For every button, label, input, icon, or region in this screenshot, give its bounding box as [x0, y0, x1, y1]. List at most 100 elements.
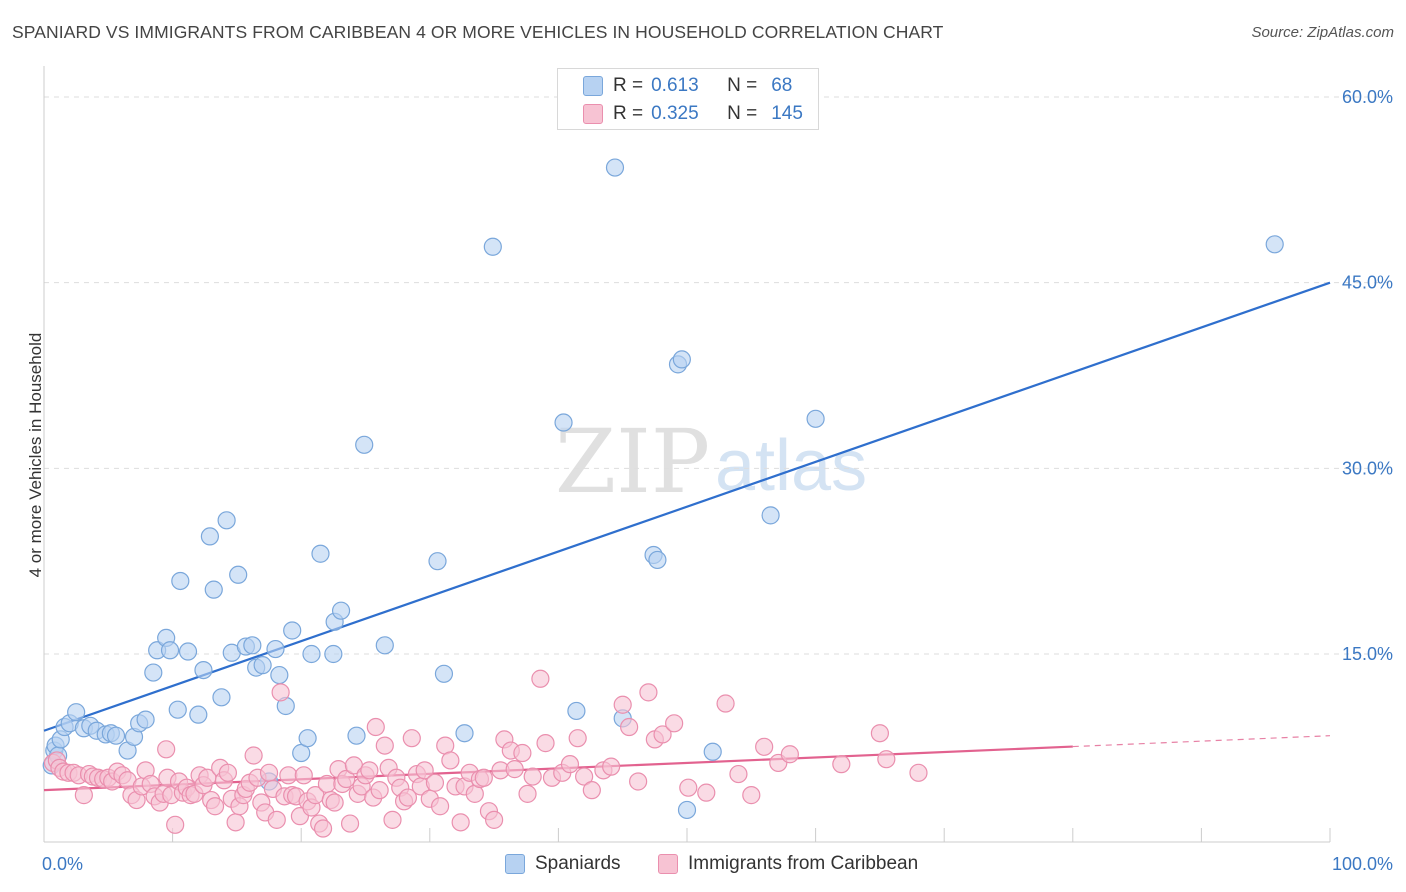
data-point	[160, 641, 180, 660]
data-point	[568, 729, 587, 748]
data-point	[742, 786, 761, 805]
data-point	[648, 550, 667, 570]
legend-r-value: 0.613	[651, 75, 699, 96]
legend-row-caribbean: R = 0.325 N = 145	[558, 101, 803, 127]
data-point	[505, 760, 524, 779]
data-point	[317, 774, 337, 794]
data-point	[716, 694, 735, 713]
data-point	[780, 745, 799, 764]
legend-r-value: 0.325	[651, 103, 699, 124]
data-point	[639, 683, 658, 702]
legend-item-spaniards: Spaniards	[505, 852, 621, 876]
data-point	[560, 755, 580, 774]
watermark: ZIP atlas	[555, 410, 867, 513]
data-point	[366, 717, 385, 737]
data-point	[200, 527, 219, 546]
data-point	[324, 644, 343, 664]
data-point	[575, 767, 594, 786]
legend-row-spaniards: R = 0.613 N = 68	[558, 73, 792, 99]
series-caribbean	[43, 669, 928, 838]
data-point	[679, 778, 698, 797]
data-point	[166, 815, 185, 834]
chart-title: SPANIARD VS IMMIGRANTS FROM CARIBBEAN 4 …	[12, 22, 944, 42]
data-point	[761, 506, 780, 525]
y-axis-label: 4 or more Vehicles in Household	[26, 332, 45, 578]
data-point	[653, 725, 672, 744]
data-point	[567, 701, 586, 721]
data-point	[144, 663, 163, 682]
data-points	[42, 158, 1284, 838]
data-point	[729, 764, 748, 784]
data-point	[267, 810, 286, 829]
data-point	[383, 810, 402, 829]
data-point	[425, 773, 445, 792]
data-point	[302, 644, 321, 664]
data-point	[665, 714, 684, 733]
data-point	[832, 755, 851, 774]
data-point	[136, 710, 155, 729]
data-point	[178, 642, 198, 661]
data-point	[513, 743, 532, 763]
legend-n-value: 145	[771, 103, 803, 124]
data-point	[531, 669, 550, 688]
data-point	[518, 784, 537, 803]
data-point	[370, 781, 389, 800]
data-point	[877, 750, 896, 769]
legend-r-label: R =	[613, 103, 644, 124]
data-point	[806, 409, 825, 428]
data-point	[455, 724, 474, 743]
data-point	[434, 664, 454, 683]
gridlines	[44, 96, 1392, 655]
legend-swatch-pink	[583, 104, 603, 124]
correlation-legend: R = 0.613 N = 68 R = 0.325 N = 145	[557, 68, 819, 130]
data-point	[298, 729, 317, 748]
data-point	[253, 656, 272, 675]
legend-n-label: N =	[727, 103, 758, 124]
data-point	[474, 768, 493, 787]
data-point	[629, 772, 648, 791]
data-point	[270, 665, 289, 685]
data-point	[755, 737, 774, 756]
data-point	[375, 736, 394, 755]
data-point	[171, 571, 190, 591]
trend-line-extension	[1072, 735, 1331, 748]
data-point	[226, 813, 245, 832]
data-point	[415, 761, 434, 780]
data-point	[294, 766, 313, 785]
data-point	[212, 688, 231, 707]
data-point	[283, 621, 302, 640]
y-tick-label: 60.0%	[1342, 87, 1393, 107]
data-point	[620, 717, 639, 737]
data-point	[313, 819, 333, 838]
legend-swatch-blue	[583, 76, 603, 96]
data-point	[605, 158, 625, 177]
data-point	[441, 751, 460, 770]
data-point	[244, 746, 263, 765]
data-point	[451, 813, 470, 832]
data-point	[582, 781, 601, 800]
data-point	[347, 726, 366, 745]
x-tick-label: 100.0%	[1332, 854, 1393, 874]
data-point	[204, 580, 223, 599]
data-point	[355, 435, 374, 454]
data-point	[271, 683, 290, 702]
data-point	[402, 729, 421, 748]
data-point	[536, 734, 555, 753]
data-point	[217, 511, 236, 530]
data-point	[870, 724, 890, 743]
data-point	[360, 761, 379, 780]
data-point	[74, 786, 93, 805]
data-point	[672, 350, 691, 369]
data-point	[554, 413, 573, 432]
data-point	[325, 793, 344, 812]
data-point	[229, 565, 248, 584]
data-point	[168, 700, 187, 719]
data-point	[205, 797, 225, 816]
data-point	[194, 660, 213, 680]
y-tick-label: 30.0%	[1342, 458, 1393, 478]
data-point	[483, 237, 502, 256]
chart-source: Source: ZipAtlas.com	[1251, 24, 1394, 41]
data-point	[677, 800, 697, 820]
legend-item-caribbean: Immigrants from Caribbean	[658, 852, 918, 876]
